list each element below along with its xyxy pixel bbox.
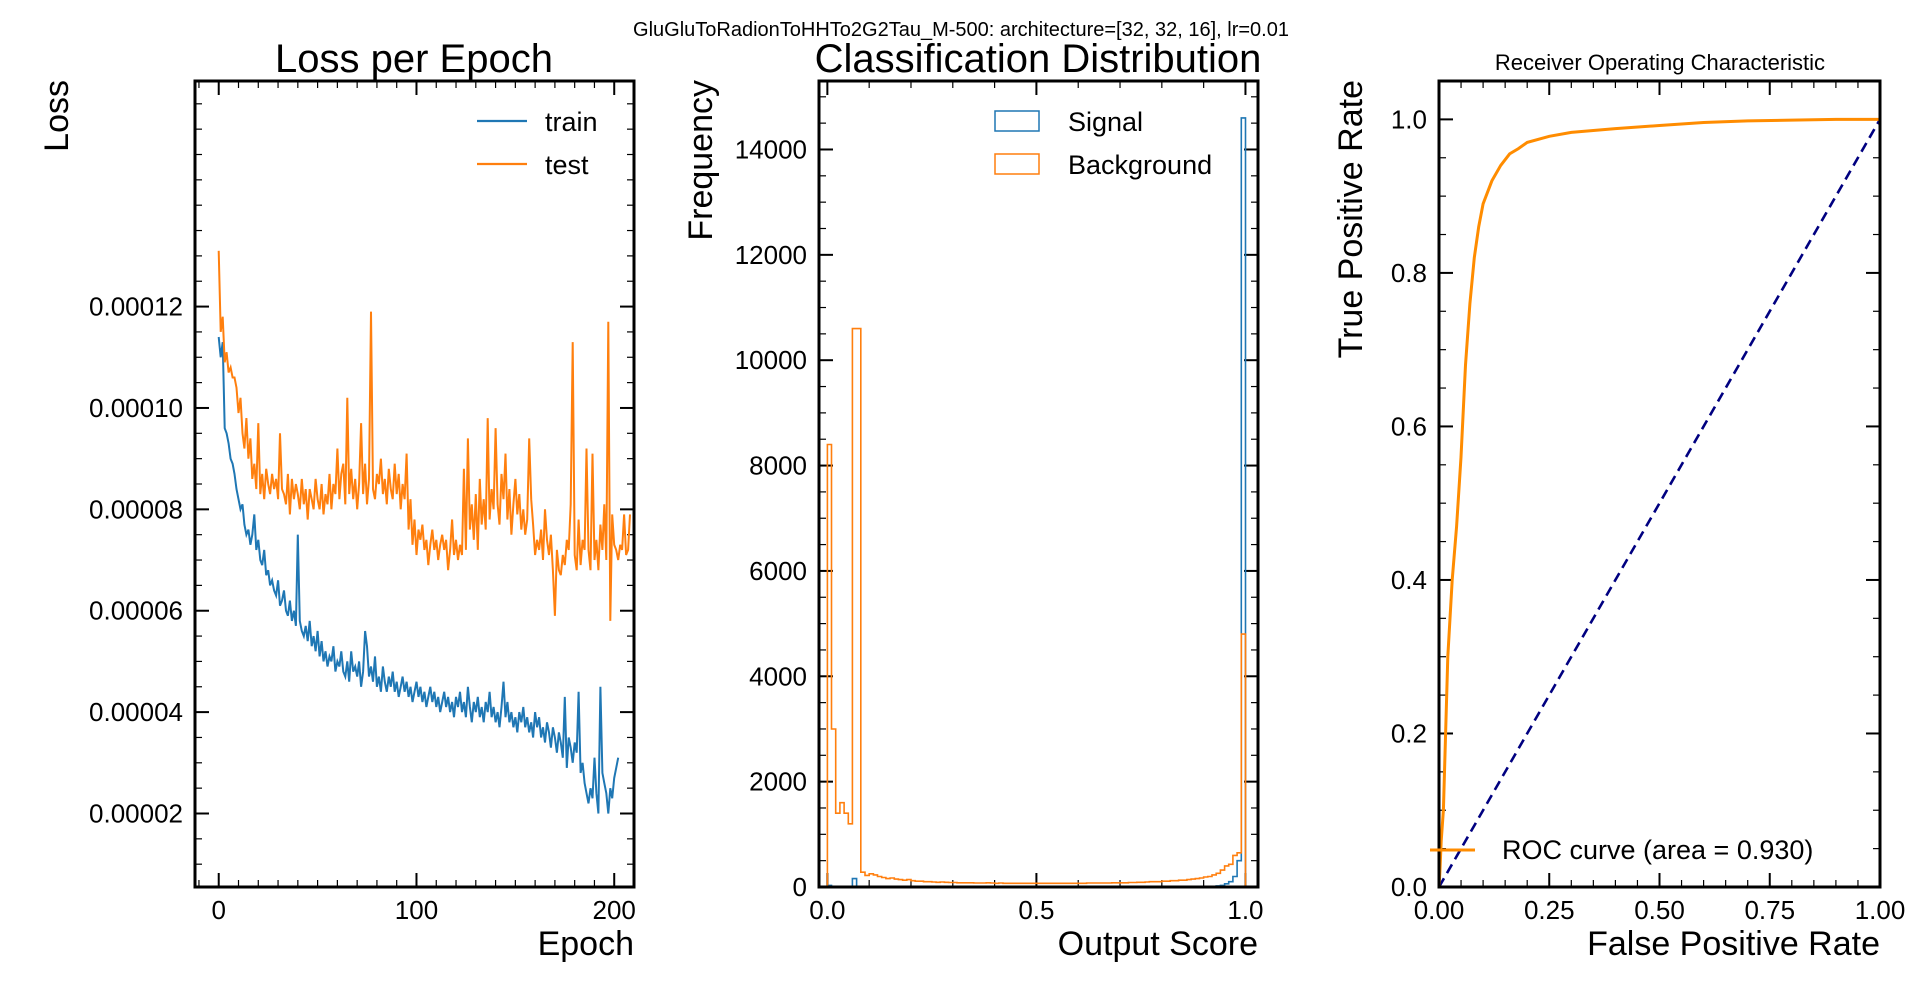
loss-ylabel: Loss (38, 80, 76, 152)
roc-curve-line (1437, 117, 1880, 888)
roc-axes-frame (1437, 79, 1882, 889)
x-tick-label: 0.00 (1414, 895, 1465, 925)
x-tick-label: 0.75 (1744, 895, 1795, 925)
x-tick-label: 0.0 (809, 895, 845, 925)
histogram-Signal (826, 117, 1247, 888)
roc-xlabel: False Positive Rate (1587, 925, 1880, 963)
legend-signal-label: Signal (1068, 107, 1143, 137)
series-line-test (217, 250, 631, 621)
roc-legend: ROC curve (area = 0.930) (1430, 835, 1813, 865)
legend-background-label: Background (1068, 150, 1212, 180)
y-tick-label: 0.00002 (89, 798, 183, 828)
y-tick-label: 0.00012 (89, 292, 183, 322)
legend-train-label: train (545, 107, 598, 137)
y-tick-label: 0.2 (1391, 718, 1427, 748)
y-tick-label: 10000 (735, 345, 807, 375)
y-tick-label: 0.00004 (89, 697, 183, 727)
roc-title: Receiver Operating Characteristic (1495, 50, 1825, 75)
x-tick-label: 1.0 (1227, 895, 1263, 925)
roc-ylabel: True Positive Rate (1332, 80, 1370, 358)
y-tick-label: 0 (793, 872, 807, 902)
x-tick-label: 0.5 (1018, 895, 1054, 925)
legend-signal-swatch (994, 110, 1040, 132)
y-tick-label: 0.00006 (89, 596, 183, 626)
loss-plot-area (217, 250, 631, 814)
series-line-train (217, 336, 620, 814)
y-tick-label: 0.00010 (89, 393, 183, 423)
roc-panel: Receiver Operating Characteristic True P… (1332, 50, 1905, 963)
legend-roc-label: ROC curve (area = 0.930) (1502, 835, 1813, 865)
x-tick-label: 0.50 (1634, 895, 1685, 925)
x-tick-label: 0.25 (1524, 895, 1575, 925)
histogram-Background (826, 327, 1247, 887)
legend-background-swatch (994, 153, 1040, 175)
hist-ylabel: Frequency (682, 80, 720, 241)
loss-ticks: 0 100 200 0.00002 0.00004 0.00006 0.00008 0.000… (89, 81, 636, 925)
y-tick-label: 4000 (749, 661, 807, 691)
loss-title: Loss per Epoch (275, 37, 553, 81)
legend-test-label: test (545, 150, 589, 180)
y-tick-label: 0.0 (1391, 872, 1427, 902)
hist-legend: Signal Background (994, 107, 1212, 180)
y-tick-label: 2000 (749, 767, 807, 797)
hist-ticks: 0.0 0.5 1.0 0 2000 4000 6000 8000 10000 12000 1400… (735, 81, 1264, 925)
chance-diagonal-line (1437, 118, 1882, 888)
histogram-panel: Classification Distribution Frequency Ou… (682, 37, 1264, 963)
roc-plot-area (1437, 117, 1882, 888)
y-tick-label: 1.0 (1391, 104, 1427, 134)
y-tick-label: 0.4 (1391, 565, 1427, 595)
loss-legend: train test (477, 107, 598, 180)
loss-xlabel: Epoch (538, 925, 634, 963)
x-tick-label: 1.00 (1855, 895, 1906, 925)
x-tick-label: 100 (395, 895, 438, 925)
hist-xlabel: Output Score (1058, 925, 1258, 963)
hist-axes-frame (817, 79, 1260, 889)
y-tick-label: 0.8 (1391, 258, 1427, 288)
y-tick-label: 12000 (735, 240, 807, 270)
y-tick-label: 14000 (735, 134, 807, 164)
x-tick-label: 0 (211, 895, 225, 925)
hist-title: Classification Distribution (815, 37, 1262, 81)
y-tick-label: 0.6 (1391, 411, 1427, 441)
loss-axes-frame (193, 79, 636, 889)
x-tick-label: 200 (593, 895, 636, 925)
hist-plot-area (826, 117, 1247, 888)
y-tick-label: 0.00008 (89, 494, 183, 524)
loss-panel: Loss per Epoch Loss Epoch 0 100 200 0.00002… (38, 37, 636, 963)
y-tick-label: 8000 (749, 451, 807, 481)
figure-suptitle: GluGluToRadionToHHTo2G2Tau_M-500: archit… (633, 19, 1289, 41)
y-tick-label: 6000 (749, 556, 807, 586)
roc-ticks: 0.00 0.25 0.50 0.75 1.00 0.0 0.2 0.4 0.6 0.8 1.0 (1391, 81, 1905, 925)
